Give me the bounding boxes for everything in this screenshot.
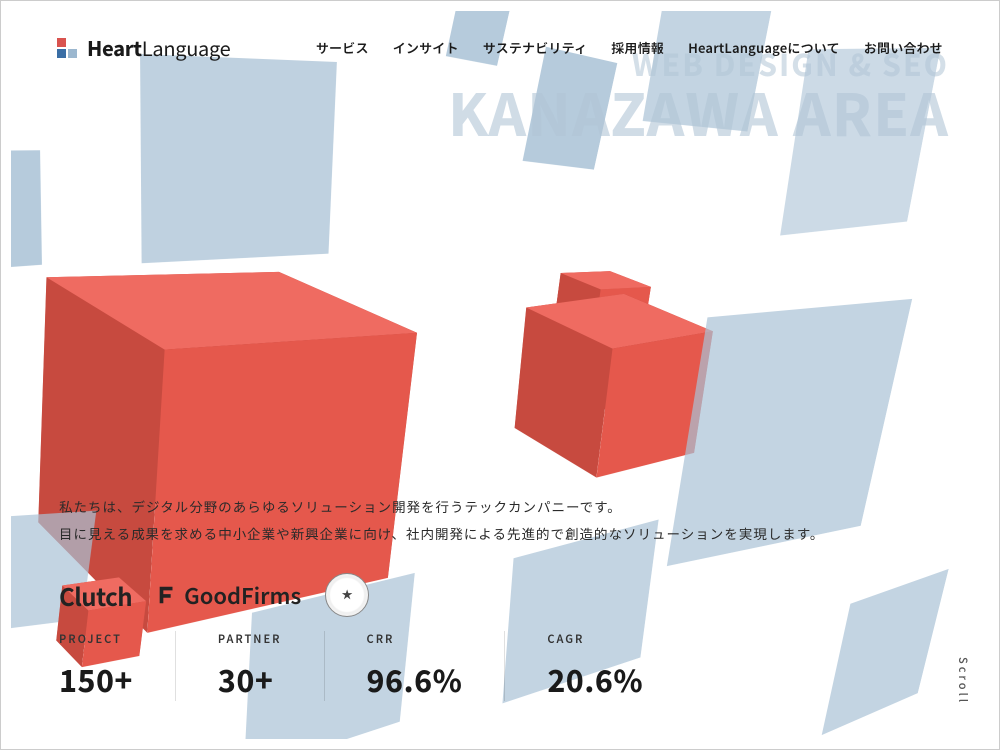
decorative-cube xyxy=(822,569,949,735)
nav-item-3[interactable]: 採用情報 xyxy=(611,38,664,57)
primary-nav: サービス インサイト サステナビリティ 採用情報 HeartLanguageについて お問… xyxy=(316,38,943,57)
nav-item-2[interactable]: サステナビリティ xyxy=(483,38,588,57)
stat-label: CRR xyxy=(367,631,463,647)
nav-item-5[interactable]: お問い合わせ xyxy=(864,38,943,57)
brand-name-bold: Heart xyxy=(87,33,142,62)
intro-line2: 目に見える成果を求める中小企業や新興企業に向け、社内開発による先進的で創造的なソ… xyxy=(59,520,824,547)
hero-cubes-layer xyxy=(11,11,989,739)
decorative-cube xyxy=(523,47,618,170)
brand-mark-icon xyxy=(57,38,77,58)
decorative-cube xyxy=(140,54,337,263)
stat-label: PROJECT xyxy=(59,631,133,647)
stat-cagr: CAGR 20.6% xyxy=(547,631,643,701)
goodfirms-icon xyxy=(156,584,178,606)
stat-value: 96.6% xyxy=(367,657,463,701)
intro-line1: 私たちは、デジタル分野のあらゆるソリューション開発を行うテックカンパニーです。 xyxy=(59,493,824,520)
intro-copy: 私たちは、デジタル分野のあらゆるソリューション開発を行うテックカンパニーです。 … xyxy=(59,493,824,547)
decorative-cube xyxy=(643,11,777,132)
stat-value: 20.6% xyxy=(547,657,643,701)
decorative-cube xyxy=(780,48,940,236)
brand-name: HeartLanguage xyxy=(87,33,230,62)
partner-clutch: Clutch xyxy=(59,578,132,613)
partner-logos: Clutch GoodFirms xyxy=(59,573,369,617)
stat-value: 150+ xyxy=(59,657,133,701)
site-header: HeartLanguage サービス インサイト サステナビリティ 採用情報 Heart… xyxy=(11,33,989,62)
nav-item-4[interactable]: HeartLanguageについて xyxy=(688,38,840,57)
nav-item-1[interactable]: インサイト xyxy=(393,38,459,57)
decorative-cube xyxy=(11,150,42,274)
stat-value: 30+ xyxy=(218,657,282,701)
stat-label: CAGR xyxy=(547,631,643,647)
stat-project: PROJECT 150+ xyxy=(59,631,176,701)
brand-logo[interactable]: HeartLanguage xyxy=(57,33,230,62)
partner-goodfirms: GoodFirms xyxy=(156,579,301,611)
stat-label: PARTNER xyxy=(218,631,282,647)
stat-partner: PARTNER 30+ xyxy=(218,631,325,701)
decorative-cube xyxy=(554,312,667,452)
partner-goodfirms-label: GoodFirms xyxy=(184,579,301,611)
brand-name-light: Language xyxy=(142,33,231,62)
stat-crr: CRR 96.6% xyxy=(367,631,506,701)
award-badge-icon xyxy=(325,573,369,617)
scroll-indicator: Scroll xyxy=(955,657,971,705)
stats-row: PROJECT 150+ PARTNER 30+ CRR 96.6% CAGR 20.6% xyxy=(59,631,643,701)
nav-item-0[interactable]: サービス xyxy=(316,38,369,57)
